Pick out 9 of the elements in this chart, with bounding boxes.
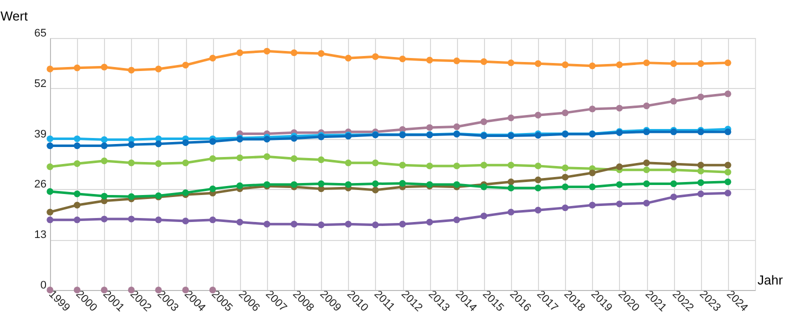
y-tick-label: 52	[34, 78, 46, 90]
x-axis-title: Jahr	[758, 272, 784, 288]
y-tick-label: 65	[34, 28, 46, 40]
x-tick-label: 2017	[534, 288, 560, 314]
y-tick-label: 0	[40, 280, 46, 292]
y-tick-label: 13	[34, 229, 46, 242]
y-tick-label: 26	[34, 178, 46, 191]
y-axis-title: Wert	[0, 8, 28, 24]
y-tick-label: 39	[34, 128, 46, 140]
